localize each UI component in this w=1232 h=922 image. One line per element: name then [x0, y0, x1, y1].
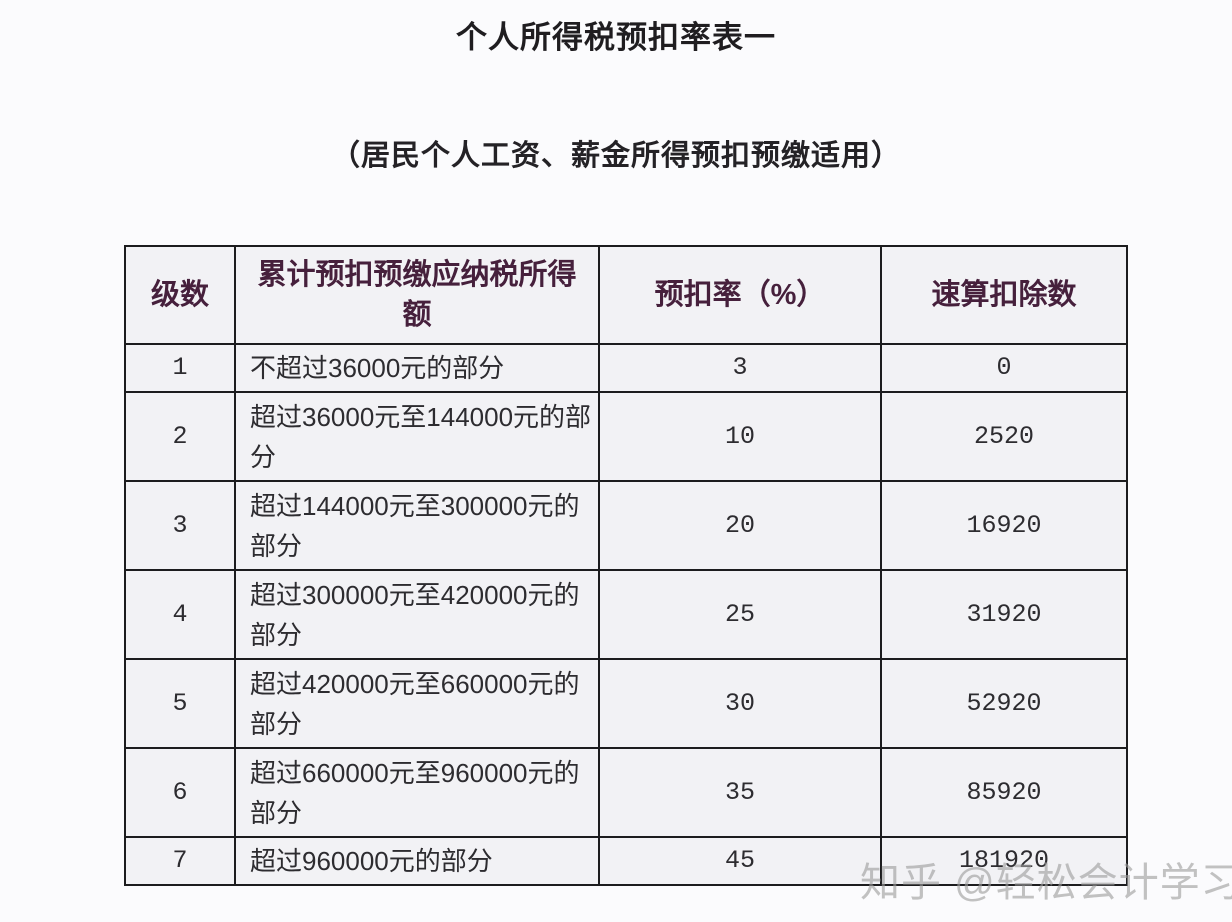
cell-taxable-income: 超过960000元的部分 — [234, 836, 600, 886]
table-row: 6 超过660000元至960000元的部分 35 85920 — [124, 747, 1128, 838]
cell-level: 6 — [124, 747, 236, 838]
cell-quick-deduction: 0 — [880, 343, 1128, 393]
cell-taxable-income: 超过660000元至960000元的部分 — [234, 747, 600, 838]
cell-taxable-income: 超过300000元至420000元的部分 — [234, 569, 600, 660]
cell-withholding-rate: 20 — [598, 480, 882, 571]
cell-withholding-rate: 10 — [598, 391, 882, 482]
cell-level: 7 — [124, 836, 236, 886]
column-header-quick-deduction: 速算扣除数 — [880, 245, 1128, 345]
table-row: 1 不超过36000元的部分 3 0 — [124, 343, 1128, 393]
column-header-level: 级数 — [124, 245, 236, 345]
table-row: 4 超过300000元至420000元的部分 25 31920 — [124, 569, 1128, 660]
cell-level: 3 — [124, 480, 236, 571]
cell-quick-deduction: 181920 — [880, 836, 1128, 886]
cell-quick-deduction: 2520 — [880, 391, 1128, 482]
cell-withholding-rate: 25 — [598, 569, 882, 660]
table-header-row: 级数 累计预扣预缴应纳税所得额 预扣率（%） 速算扣除数 — [124, 245, 1128, 345]
table-row: 5 超过420000元至660000元的部分 30 52920 — [124, 658, 1128, 749]
cell-withholding-rate: 30 — [598, 658, 882, 749]
page-title: 个人所得税预扣率表一 — [456, 20, 776, 55]
table-row: 7 超过960000元的部分 45 181920 — [124, 836, 1128, 886]
cell-quick-deduction: 52920 — [880, 658, 1128, 749]
page-subtitle: （居民个人工资、薪金所得预扣预缴适用） — [330, 140, 901, 172]
column-header-taxable-income: 累计预扣预缴应纳税所得额 — [234, 245, 600, 345]
tax-rate-table: 级数 累计预扣预缴应纳税所得额 预扣率（%） 速算扣除数 1 不超过36000元… — [124, 245, 1128, 886]
cell-taxable-income: 超过36000元至144000元的部分 — [234, 391, 600, 482]
column-header-withholding-rate: 预扣率（%） — [598, 245, 882, 345]
cell-quick-deduction: 85920 — [880, 747, 1128, 838]
cell-level: 2 — [124, 391, 236, 482]
cell-quick-deduction: 31920 — [880, 569, 1128, 660]
table-row: 3 超过144000元至300000元的部分 20 16920 — [124, 480, 1128, 571]
cell-withholding-rate: 35 — [598, 747, 882, 838]
cell-level: 1 — [124, 343, 236, 393]
cell-withholding-rate: 3 — [598, 343, 882, 393]
cell-taxable-income: 不超过36000元的部分 — [234, 343, 600, 393]
cell-quick-deduction: 16920 — [880, 480, 1128, 571]
cell-taxable-income: 超过420000元至660000元的部分 — [234, 658, 600, 749]
cell-level: 4 — [124, 569, 236, 660]
table-row: 2 超过36000元至144000元的部分 10 2520 — [124, 391, 1128, 482]
cell-level: 5 — [124, 658, 236, 749]
cell-taxable-income: 超过144000元至300000元的部分 — [234, 480, 600, 571]
cell-withholding-rate: 45 — [598, 836, 882, 886]
